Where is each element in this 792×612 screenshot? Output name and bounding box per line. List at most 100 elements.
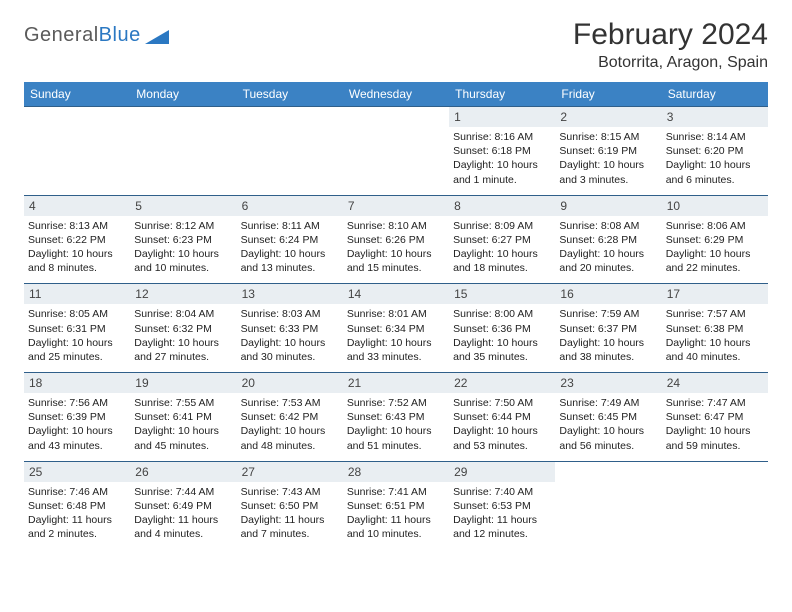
sunrise-line: Sunrise: 7:49 AM (559, 396, 657, 410)
daylight-line: Daylight: 10 hours and 15 minutes. (347, 247, 445, 275)
day-number: 2 (555, 107, 661, 127)
day-details: Sunrise: 7:40 AMSunset: 6:53 PMDaylight:… (453, 485, 551, 542)
daylight-line: Daylight: 10 hours and 43 minutes. (28, 424, 126, 452)
calendar-day-cell: 14Sunrise: 8:01 AMSunset: 6:34 PMDayligh… (343, 284, 449, 373)
daylight-line: Daylight: 10 hours and 33 minutes. (347, 336, 445, 364)
sunset-line: Sunset: 6:32 PM (134, 322, 232, 336)
daylight-line: Daylight: 10 hours and 10 minutes. (134, 247, 232, 275)
calendar-day-cell: . (343, 107, 449, 196)
sunset-line: Sunset: 6:24 PM (241, 233, 339, 247)
daylight-line: Daylight: 11 hours and 10 minutes. (347, 513, 445, 541)
weekday-header: Monday (130, 82, 236, 107)
day-number: 21 (343, 373, 449, 393)
calendar-week-row: 11Sunrise: 8:05 AMSunset: 6:31 PMDayligh… (24, 284, 768, 373)
sunrise-line: Sunrise: 7:56 AM (28, 396, 126, 410)
sunrise-line: Sunrise: 8:09 AM (453, 219, 551, 233)
day-number: 1 (449, 107, 555, 127)
month-title: February 2024 (573, 18, 768, 52)
day-details: Sunrise: 8:10 AMSunset: 6:26 PMDaylight:… (347, 219, 445, 276)
calendar-day-cell: 26Sunrise: 7:44 AMSunset: 6:49 PMDayligh… (130, 461, 236, 549)
day-details: Sunrise: 8:03 AMSunset: 6:33 PMDaylight:… (241, 307, 339, 364)
sunset-line: Sunset: 6:26 PM (347, 233, 445, 247)
calendar-day-cell: 3 Sunrise: 8:14 AMSunset: 6:20 PMDaylight… (662, 107, 768, 196)
daylight-line: Daylight: 10 hours and 6 minutes. (666, 158, 764, 186)
calendar-day-cell: 19Sunrise: 7:55 AMSunset: 6:41 PMDayligh… (130, 373, 236, 462)
day-number: 23 (555, 373, 661, 393)
calendar-week-row: ....1Sunrise: 8:16 AMSunset: 6:18 PMDayl… (24, 107, 768, 196)
day-details: Sunrise: 7:59 AMSunset: 6:37 PMDaylight:… (559, 307, 657, 364)
day-details: Sunrise: 7:46 AMSunset: 6:48 PMDaylight:… (28, 485, 126, 542)
daylight-line: Daylight: 10 hours and 27 minutes. (134, 336, 232, 364)
day-details: Sunrise: 8:06 AMSunset: 6:29 PMDaylight:… (666, 219, 764, 276)
calendar-day-cell: 29Sunrise: 7:40 AMSunset: 6:53 PMDayligh… (449, 461, 555, 549)
day-number: 22 (449, 373, 555, 393)
daylight-line: Daylight: 10 hours and 8 minutes. (28, 247, 126, 275)
day-number: 15 (449, 284, 555, 304)
daylight-line: Daylight: 10 hours and 18 minutes. (453, 247, 551, 275)
sunrise-line: Sunrise: 7:44 AM (134, 485, 232, 499)
brand-name: GeneralBlue (24, 24, 141, 47)
day-number: 26 (130, 462, 236, 482)
sunset-line: Sunset: 6:39 PM (28, 410, 126, 424)
day-details: Sunrise: 8:11 AMSunset: 6:24 PMDaylight:… (241, 219, 339, 276)
sunset-line: Sunset: 6:48 PM (28, 499, 126, 513)
sunrise-line: Sunrise: 7:59 AM (559, 307, 657, 321)
sunrise-line: Sunrise: 8:05 AM (28, 307, 126, 321)
sunset-line: Sunset: 6:43 PM (347, 410, 445, 424)
calendar-day-cell: . (237, 107, 343, 196)
daylight-line: Daylight: 10 hours and 38 minutes. (559, 336, 657, 364)
day-number: 13 (237, 284, 343, 304)
calendar-day-cell: 11Sunrise: 8:05 AMSunset: 6:31 PMDayligh… (24, 284, 130, 373)
calendar-week-row: 4Sunrise: 8:13 AMSunset: 6:22 PMDaylight… (24, 195, 768, 284)
daylight-line: Daylight: 10 hours and 22 minutes. (666, 247, 764, 275)
sunrise-line: Sunrise: 8:06 AM (666, 219, 764, 233)
daylight-line: Daylight: 10 hours and 3 minutes. (559, 158, 657, 186)
calendar-day-cell: 10 Sunrise: 8:06 AMSunset: 6:29 PMDayligh… (662, 195, 768, 284)
day-number: 3 (662, 107, 768, 127)
sunrise-line: Sunrise: 8:11 AM (241, 219, 339, 233)
daylight-line: Daylight: 10 hours and 48 minutes. (241, 424, 339, 452)
brand-triangle-icon (145, 28, 169, 44)
sunrise-line: Sunrise: 8:14 AM (666, 130, 764, 144)
day-number: 19 (130, 373, 236, 393)
sunset-line: Sunset: 6:29 PM (666, 233, 764, 247)
sunset-line: Sunset: 6:37 PM (559, 322, 657, 336)
day-details: Sunrise: 7:43 AMSunset: 6:50 PMDaylight:… (241, 485, 339, 542)
day-number: 16 (555, 284, 661, 304)
weekday-header: Tuesday (237, 82, 343, 107)
day-details: Sunrise: 7:57 AMSunset: 6:38 PMDaylight:… (666, 307, 764, 364)
day-number: 10 (662, 196, 768, 216)
sunrise-line: Sunrise: 7:43 AM (241, 485, 339, 499)
day-number: 5 (130, 196, 236, 216)
day-details: Sunrise: 8:15 AMSunset: 6:19 PMDaylight:… (559, 130, 657, 187)
sunrise-line: Sunrise: 8:16 AM (453, 130, 551, 144)
day-details: Sunrise: 8:13 AMSunset: 6:22 PMDaylight:… (28, 219, 126, 276)
calendar-day-cell: 4Sunrise: 8:13 AMSunset: 6:22 PMDaylight… (24, 195, 130, 284)
sunrise-line: Sunrise: 8:08 AM (559, 219, 657, 233)
daylight-line: Daylight: 10 hours and 1 minute. (453, 158, 551, 186)
day-details: Sunrise: 8:14 AMSunset: 6:20 PMDaylight:… (666, 130, 764, 187)
daylight-line: Daylight: 10 hours and 59 minutes. (666, 424, 764, 452)
sunrise-line: Sunrise: 8:04 AM (134, 307, 232, 321)
calendar-day-cell: 7Sunrise: 8:10 AMSunset: 6:26 PMDaylight… (343, 195, 449, 284)
day-number: 27 (237, 462, 343, 482)
daylight-line: Daylight: 10 hours and 13 minutes. (241, 247, 339, 275)
sunrise-line: Sunrise: 8:10 AM (347, 219, 445, 233)
daylight-line: Daylight: 10 hours and 51 minutes. (347, 424, 445, 452)
calendar-day-cell: 21Sunrise: 7:52 AMSunset: 6:43 PMDayligh… (343, 373, 449, 462)
weekday-header: Friday (555, 82, 661, 107)
calendar-day-cell: 18Sunrise: 7:56 AMSunset: 6:39 PMDayligh… (24, 373, 130, 462)
daylight-line: Daylight: 11 hours and 7 minutes. (241, 513, 339, 541)
day-details: Sunrise: 7:41 AMSunset: 6:51 PMDaylight:… (347, 485, 445, 542)
calendar-day-cell: 25Sunrise: 7:46 AMSunset: 6:48 PMDayligh… (24, 461, 130, 549)
sunset-line: Sunset: 6:50 PM (241, 499, 339, 513)
sunrise-line: Sunrise: 7:57 AM (666, 307, 764, 321)
sunset-line: Sunset: 6:53 PM (453, 499, 551, 513)
day-details: Sunrise: 7:50 AMSunset: 6:44 PMDaylight:… (453, 396, 551, 453)
sunrise-line: Sunrise: 8:03 AM (241, 307, 339, 321)
day-number: 24 (662, 373, 768, 393)
day-number: 14 (343, 284, 449, 304)
daylight-line: Daylight: 10 hours and 53 minutes. (453, 424, 551, 452)
weekday-header-row: Sunday Monday Tuesday Wednesday Thursday… (24, 82, 768, 107)
calendar-day-cell: 27 Sunrise: 7:43 AMSunset: 6:50 PMDayligh… (237, 461, 343, 549)
